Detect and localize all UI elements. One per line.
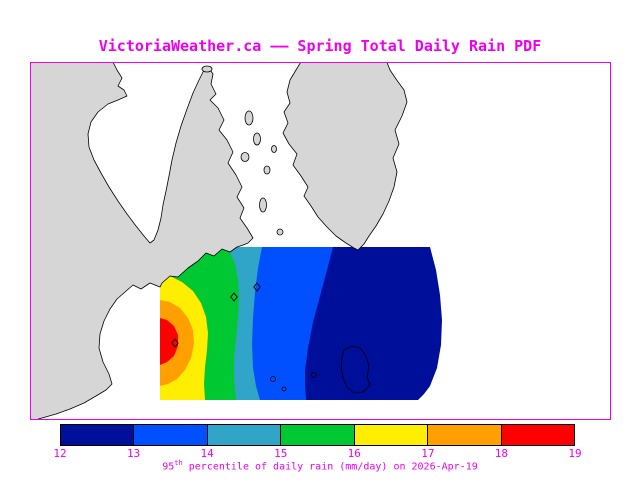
island-outline xyxy=(270,376,276,382)
colorbar-segment xyxy=(500,425,574,445)
colorbar-tick-label: 16 xyxy=(347,447,361,460)
page-title: VictoriaWeather.ca —— Spring Total Daily… xyxy=(98,37,542,55)
colorbar-segment xyxy=(133,425,207,445)
station-marker-diamond xyxy=(253,282,261,292)
caption-prefix: 95 xyxy=(162,461,175,473)
island xyxy=(263,165,271,175)
small-islands xyxy=(201,65,284,236)
island xyxy=(201,65,213,73)
island-outline xyxy=(281,386,287,392)
colorbar-segment xyxy=(61,425,134,445)
map-frame xyxy=(30,62,611,420)
colorbar-ticks: 12 13 14 15 16 17 18 19 xyxy=(53,447,581,460)
colorbar-segment xyxy=(353,425,428,445)
colorbar-tick-label: 13 xyxy=(126,447,141,460)
rain-pdf-overlay xyxy=(160,247,442,400)
island xyxy=(244,110,254,126)
island xyxy=(240,152,250,162)
map-layers xyxy=(30,62,442,420)
caption: 95th percentile of daily rain (mm/day) o… xyxy=(0,459,640,472)
colorbar-segment xyxy=(206,425,281,445)
station-marker-diamond xyxy=(171,338,179,348)
colorbar-tick-label: 19 xyxy=(568,447,582,460)
station-marker-diamond xyxy=(230,292,238,302)
colorbar-tick-label: 15 xyxy=(274,447,288,460)
island-outline xyxy=(340,345,371,394)
band-18-19 xyxy=(160,318,178,365)
colorbar-segment xyxy=(427,425,501,445)
landmass-vancouver-island xyxy=(30,62,254,420)
island xyxy=(276,228,284,236)
island xyxy=(253,132,261,146)
station-markers xyxy=(171,282,261,348)
island-outline xyxy=(311,372,317,378)
overlay-islands xyxy=(270,345,371,394)
caption-suffix: percentile of daily rain (mm/day) on 202… xyxy=(182,461,478,473)
colorbar-legend: 12 13 14 15 16 17 18 19 xyxy=(53,424,582,460)
colorbar-tick-label: 12 xyxy=(53,447,67,460)
land-layer xyxy=(30,62,408,420)
island xyxy=(259,197,267,213)
caption-superscript: th xyxy=(174,459,183,467)
colorbar-tick-label: 17 xyxy=(421,447,435,460)
landmass-northeast-islands xyxy=(282,62,408,251)
colorbar-segment xyxy=(280,425,354,445)
colorbar xyxy=(60,424,575,446)
colorbar-tick-label: 14 xyxy=(200,447,214,460)
colorbar-tick-label: 18 xyxy=(494,447,509,460)
island xyxy=(271,145,277,153)
